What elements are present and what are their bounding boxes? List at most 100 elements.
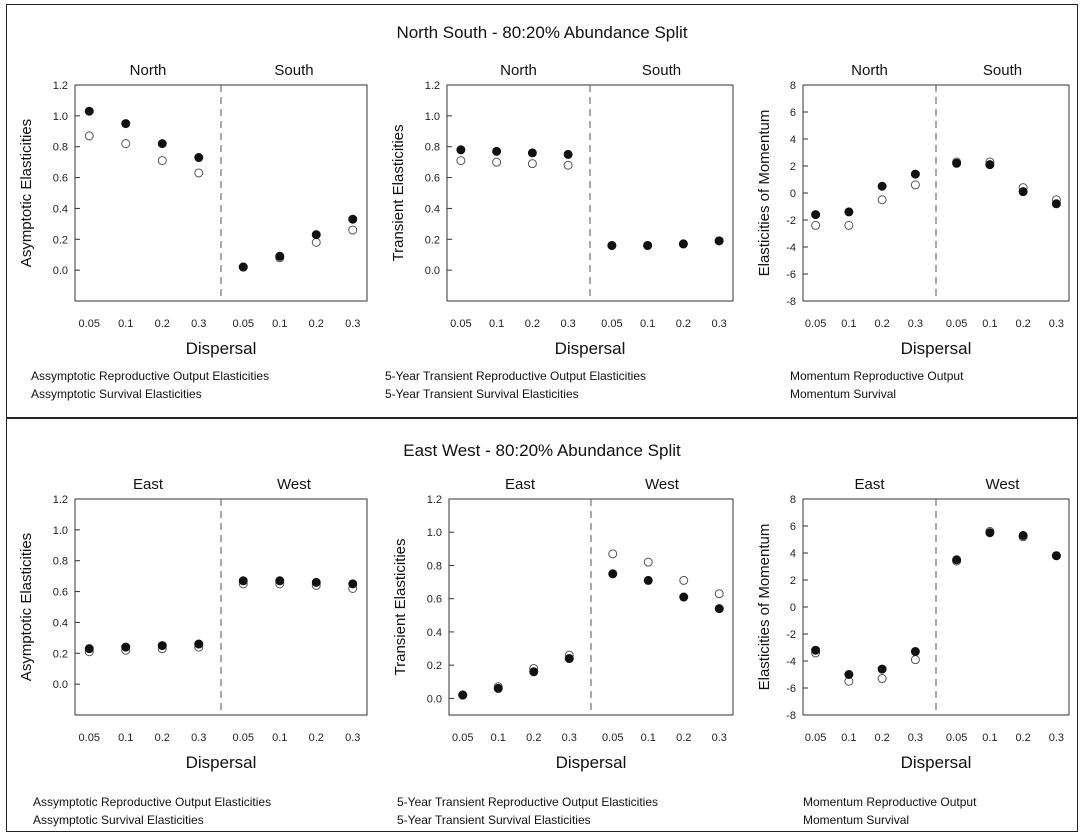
- data-point-filled: [492, 146, 502, 156]
- y-tick-label: -2: [786, 629, 796, 641]
- y-tick-label: 0.2: [53, 648, 68, 660]
- x-tick-label: 0.2: [155, 732, 170, 744]
- legend-item: Momentum Survival: [790, 387, 897, 401]
- x-tick-label: 0.3: [1049, 318, 1064, 330]
- y-tick-label: 1.0: [427, 527, 442, 539]
- legend-momentum-ew: Momentum Reproductive Output Momentum Su…: [803, 793, 976, 829]
- x-tick-label: 0.05: [79, 732, 100, 744]
- y-tick-label: -4: [786, 242, 796, 254]
- x-tick-label: 0.05: [452, 732, 473, 744]
- x-tick-label: 0.05: [946, 732, 967, 744]
- data-point-open: [348, 225, 358, 235]
- data-point-filled: [157, 641, 167, 651]
- group-label: East: [133, 476, 164, 493]
- data-point-filled: [84, 106, 94, 116]
- y-tick-label: 0.8: [427, 560, 442, 572]
- y-tick-label: 0.0: [53, 679, 68, 691]
- data-point-open: [157, 156, 167, 166]
- transient-elasticities-chart-ns: 0.0 0.2 0.4 0.6 0.8 1.0 1.2 0.05 0.1 0.2 0.3 0.05 0.…: [390, 62, 734, 358]
- data-point-filled: [194, 153, 204, 163]
- legend-item: 5-Year Transient Survival Elasticities: [385, 387, 579, 401]
- group-label: North: [130, 62, 167, 79]
- group-label: South: [642, 62, 681, 79]
- data-point-filled: [608, 569, 618, 579]
- data-point-filled: [121, 642, 131, 652]
- data-point-filled: [985, 160, 995, 170]
- x-tick-label: 0.3: [345, 732, 360, 744]
- y-tick-label: 8: [790, 80, 796, 92]
- data-point-filled: [678, 239, 688, 249]
- data-point-filled: [844, 207, 854, 217]
- y-tick-label: 0.2: [425, 234, 440, 246]
- data-point-filled: [493, 683, 503, 693]
- data-point-open: [84, 131, 94, 141]
- data-point-open: [608, 549, 618, 559]
- y-tick-label: 4: [790, 134, 796, 146]
- data-point-open: [679, 575, 689, 585]
- east-west-panel: East West - 80:20% Abundance Split 0.0 0.…: [6, 418, 1078, 832]
- x-tick-label: 0.05: [601, 318, 622, 330]
- x-tick-label: 0.2: [676, 318, 691, 330]
- data-point-filled: [456, 145, 466, 155]
- data-point-filled: [157, 139, 167, 149]
- x-axis-label: Dispersal: [556, 753, 627, 772]
- x-tick-label: 0.3: [711, 318, 726, 330]
- data-point-open: [563, 160, 573, 170]
- y-tick-label: 4: [790, 548, 796, 560]
- x-tick-label: 0.2: [874, 732, 889, 744]
- x-tick-label: 0.1: [841, 732, 856, 744]
- north-south-panel: North South - 80:20% Abundance Split 0.0…: [6, 4, 1078, 418]
- y-tick-label: 0.0: [53, 265, 68, 277]
- data-point-filled: [952, 158, 962, 168]
- data-point-filled: [527, 148, 537, 158]
- x-tick-label: 0.1: [489, 318, 504, 330]
- y-tick-label: 1.2: [425, 80, 440, 92]
- legend-item: Assymptotic Survival Elasticities: [31, 387, 202, 401]
- data-point-open: [910, 180, 920, 190]
- x-tick-label: 0.05: [602, 732, 623, 744]
- data-point-open: [194, 168, 204, 178]
- data-point-filled: [714, 604, 724, 614]
- x-tick-label: 0.1: [841, 318, 856, 330]
- x-tick-label: 0.3: [908, 318, 923, 330]
- y-axis-label: Transient Elasticities: [390, 125, 407, 262]
- data-point-open: [844, 220, 854, 230]
- legend-item: Assymptotic Survival Elasticities: [33, 813, 204, 827]
- data-point-filled: [643, 575, 653, 585]
- y-axis-label: Asymptotic Elasticities: [18, 533, 35, 681]
- x-axis-label: Dispersal: [186, 753, 257, 772]
- data-point-filled: [194, 639, 204, 649]
- group-label: East: [505, 476, 536, 493]
- x-tick-label: 0.2: [526, 732, 541, 744]
- y-tick-label: 0.2: [427, 660, 442, 672]
- data-point-filled: [238, 576, 248, 586]
- y-tick-label: 0.8: [425, 142, 440, 154]
- x-axis-label: Dispersal: [901, 753, 972, 772]
- x-tick-label: 0.3: [560, 318, 575, 330]
- y-tick-label: 6: [790, 107, 796, 119]
- y-tick-label: -2: [786, 215, 796, 227]
- data-point-open: [714, 589, 724, 599]
- data-point-open: [456, 156, 466, 166]
- y-tick-label: 1.2: [427, 494, 442, 506]
- y-tick-label: 0.4: [425, 203, 440, 215]
- x-axis-label: Dispersal: [555, 339, 626, 358]
- y-tick-label: 0.6: [427, 594, 442, 606]
- data-point-open: [643, 557, 653, 567]
- x-tick-label: 0.2: [1015, 732, 1030, 744]
- y-tick-label: 6: [790, 521, 796, 533]
- data-point-filled: [348, 579, 358, 589]
- y-tick-label: 0.8: [53, 142, 68, 154]
- y-axis-label: Transient Elasticities: [392, 539, 409, 676]
- x-tick-label: 0.2: [309, 732, 324, 744]
- legend-transient-ew: 5-Year Transient Reproductive Output Ela…: [397, 793, 658, 829]
- y-tick-label: 1.0: [53, 111, 68, 123]
- data-point-open: [811, 220, 821, 230]
- x-tick-label: 0.2: [155, 318, 170, 330]
- x-tick-label: 0.3: [562, 732, 577, 744]
- group-label: West: [986, 476, 1021, 493]
- data-point-open: [877, 195, 887, 205]
- y-tick-label: -6: [786, 683, 796, 695]
- data-point-open: [910, 655, 920, 665]
- transient-elasticities-chart-ew: 0.0 0.2 0.4 0.6 0.8 1.0 1.2 0.05 0.1 0.2 0.3 0.05 0.…: [392, 476, 734, 772]
